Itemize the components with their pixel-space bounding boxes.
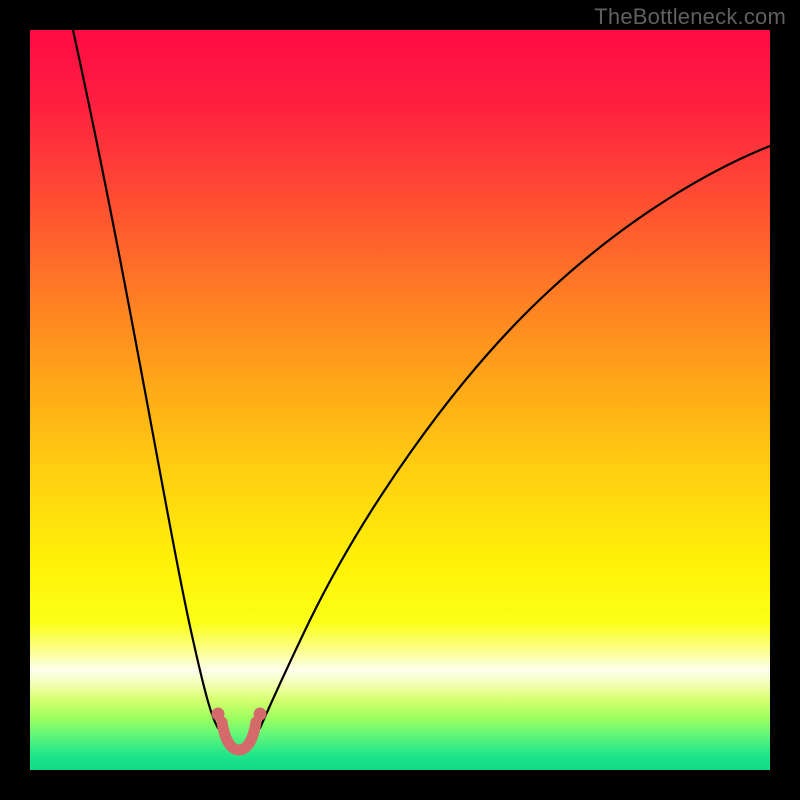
curve-left <box>73 30 218 728</box>
watermark-text: TheBottleneck.com <box>594 4 786 30</box>
chart-frame: TheBottleneck.com <box>0 0 800 800</box>
plot-area <box>30 30 770 770</box>
curve-layer <box>30 30 770 770</box>
curve-right <box>260 146 770 728</box>
valley-u <box>222 722 256 750</box>
valley-marker <box>212 708 267 751</box>
